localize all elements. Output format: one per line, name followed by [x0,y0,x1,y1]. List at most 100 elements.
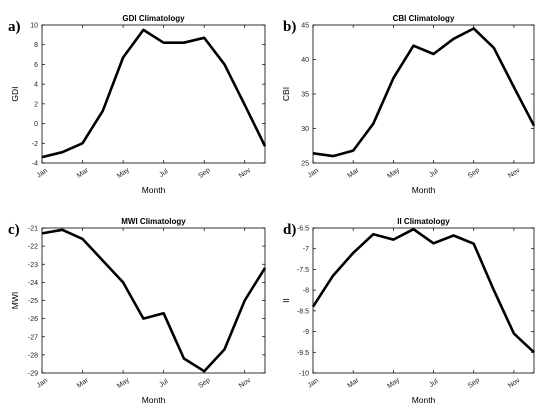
data-point [493,289,495,291]
data-point [203,37,205,39]
data-point [102,110,104,112]
panel-title: GDI Climatology [122,14,185,23]
x-tick-label: Jul [158,168,170,179]
data-point [102,259,104,261]
y-tick-label: 25 [301,161,309,168]
y-axis-label: CBI [281,87,291,101]
x-tick-label: Mar [76,377,90,390]
x-tick-label: Nov [238,167,253,180]
x-tick-label: Nov [238,377,253,390]
panel-title: MWI Climatology [121,217,186,226]
data-point [223,63,225,65]
x-tick-label: May [116,166,131,180]
y-tick-label: 4 [34,82,38,89]
series-line [311,227,535,354]
data-point [122,281,124,283]
x-tick-label: Sep [197,377,211,390]
y-tick-label: -21 [28,226,38,233]
y-tick-label: 0 [34,121,38,128]
data-point [183,42,185,44]
data-point [513,332,515,334]
y-tick-label: 8 [34,42,38,49]
y-tick-label: -4 [32,161,38,168]
y-tick-label: 2 [34,101,38,108]
x-tick-label: May [386,376,401,390]
data-point [244,299,246,301]
y-tick-label: 45 [301,23,309,30]
data-point [412,228,414,230]
x-tick-label: Jan [307,377,320,389]
y-tick-label: -9 [303,329,309,336]
y-tick-label: -8.5 [297,308,309,315]
x-axis-label: Month [142,395,166,405]
y-axis-label: MWI [10,292,20,309]
panel-letter: c) [8,222,20,238]
data-point [332,274,334,276]
data-point [162,312,164,314]
y-tick-label: 10 [30,23,38,30]
data-point [41,232,43,234]
series-line [41,28,267,159]
data-point [183,357,185,359]
data-point [142,29,144,31]
x-axis-label: Month [142,185,166,195]
data-point [122,56,124,58]
y-tick-label: -25 [28,298,38,305]
data-point [432,242,434,244]
x-tick-label: Jan [36,377,49,389]
panel-letter: a) [8,19,21,35]
y-tick-label: -6.5 [297,226,309,233]
axes-box [312,227,535,374]
y-tick-label: 35 [301,92,309,99]
y-tick-label: -8 [303,288,309,295]
data-point [493,47,495,49]
y-tick-label: 40 [301,57,309,64]
x-tick-label: Jul [158,378,170,389]
y-tick-label: -7.5 [297,267,309,274]
y-axis-label: II [281,298,291,303]
data-point [412,45,414,47]
x-tick-label: Sep [467,377,481,390]
data-point [142,317,144,319]
data-point [432,53,434,55]
panel-title: II Climatology [397,217,450,226]
chart-panel-1: a) GDI Climatology -4 -2 0 2 4 6 8 10 Jan Mar May Jul… [8,14,267,195]
y-tick-label: -29 [28,371,38,378]
data-point [312,152,314,154]
data-point [473,243,475,245]
data-point [392,77,394,79]
panel-letter: d) [283,222,296,238]
chart-panel-3: c) MWI Climatology -29 -28 -27 -26 -25 -24 -23 -2… [8,217,267,405]
x-tick-label: May [386,166,401,180]
y-tick-label: -23 [28,262,38,269]
y-tick-label: -27 [28,334,38,341]
x-axis-label: Month [412,395,436,405]
data-point [223,348,225,350]
data-point [41,156,43,158]
data-point [264,267,266,269]
x-tick-label: Mar [347,167,361,180]
x-tick-label: Jan [36,167,49,179]
axes-box [312,24,535,164]
data-point [513,86,515,88]
x-tick-label: Nov [507,377,522,390]
data-point [312,306,314,308]
x-tick-label: Sep [197,167,211,180]
y-tick-label: -24 [28,280,38,287]
x-tick-label: Mar [76,167,90,180]
data-point [244,104,246,106]
data-point [264,145,266,147]
data-point [452,234,454,236]
data-point [352,252,354,254]
data-point [372,122,374,124]
x-axis-label: Month [412,185,436,195]
axes-box [41,24,266,164]
y-tick-label: 30 [301,126,309,133]
axes-box [41,227,266,374]
x-tick-label: Jan [307,167,320,179]
panel-title: CBI Climatology [393,14,455,23]
data-point [452,38,454,40]
data-point [81,238,83,240]
chart-panel-4: d) II Climatology -10 -9.5 -9 -8.5 -8 -7.5 -7 -6.… [281,217,535,405]
